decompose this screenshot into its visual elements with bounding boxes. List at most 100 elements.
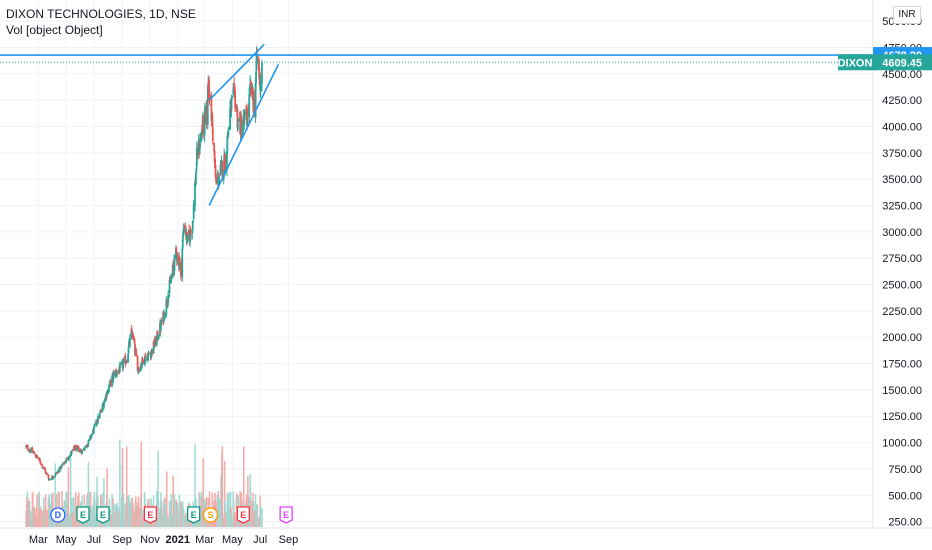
volume-bar bbox=[166, 471, 168, 527]
candle-body bbox=[144, 357, 147, 361]
symbol-title[interactable]: DIXON TECHNOLOGIES, 1D, NSE bbox=[6, 7, 196, 21]
candle-body bbox=[240, 119, 243, 136]
candle-body bbox=[111, 375, 114, 387]
candle-body bbox=[101, 404, 104, 411]
candle-body bbox=[98, 412, 101, 418]
candle-body bbox=[203, 111, 206, 136]
candle-body bbox=[255, 71, 257, 84]
volume-bar bbox=[39, 506, 42, 527]
volume-bar bbox=[250, 500, 252, 527]
volume-bar bbox=[231, 517, 233, 527]
volume-bar bbox=[141, 516, 144, 527]
volume-bar bbox=[234, 514, 236, 527]
volume-bar bbox=[183, 516, 185, 527]
volume-bar bbox=[129, 502, 131, 527]
candle-body bbox=[183, 226, 185, 228]
volume-bar bbox=[110, 514, 112, 527]
candle-body bbox=[103, 400, 106, 404]
candle-body bbox=[175, 253, 178, 261]
candle-body bbox=[194, 182, 196, 207]
candle-body bbox=[206, 85, 209, 126]
candle-body bbox=[114, 370, 117, 377]
candle-body bbox=[76, 446, 78, 451]
candle-body bbox=[182, 228, 185, 234]
volume-bar bbox=[116, 502, 118, 527]
chart-legend: DIXON TECHNOLOGIES, 1D, NSE Vol [object … bbox=[6, 6, 196, 38]
candle-body bbox=[108, 385, 110, 393]
candle-body bbox=[31, 447, 34, 453]
volume-bar bbox=[180, 501, 182, 527]
candle-body bbox=[239, 114, 242, 136]
volume-legend[interactable]: Vol [object Object] bbox=[6, 23, 103, 37]
currency-badge[interactable]: INR bbox=[893, 6, 921, 24]
volume-bar bbox=[44, 494, 47, 527]
event-marker-e: E bbox=[96, 506, 110, 524]
candle-body bbox=[41, 463, 43, 465]
price-tick-label: 2500.00 bbox=[882, 280, 922, 292]
volume-bar bbox=[164, 503, 166, 527]
volume-bar bbox=[261, 507, 263, 527]
candle-body bbox=[54, 475, 57, 477]
candle-body bbox=[213, 150, 216, 163]
candle-body bbox=[62, 462, 64, 465]
event-letter: E bbox=[240, 510, 246, 520]
candle-body bbox=[192, 204, 195, 219]
price-tick-label: 250.00 bbox=[888, 517, 922, 529]
price-tick-label: 2000.00 bbox=[882, 332, 922, 344]
volume-bar bbox=[173, 494, 176, 527]
candle-body bbox=[30, 448, 32, 453]
candle-body bbox=[33, 451, 36, 455]
candlesticks bbox=[25, 46, 263, 481]
candle-body bbox=[122, 363, 124, 369]
volume-bar bbox=[256, 504, 259, 527]
candle-body bbox=[155, 336, 158, 345]
drawings[interactable] bbox=[0, 43, 873, 206]
event-badge bbox=[96, 506, 110, 524]
candle-body bbox=[55, 472, 58, 474]
price-tick-label: 4000.00 bbox=[882, 122, 922, 134]
candle-body bbox=[229, 107, 231, 130]
candle-body bbox=[93, 424, 96, 426]
candle-body bbox=[213, 143, 216, 152]
candle-body bbox=[130, 328, 133, 332]
candle-body bbox=[220, 161, 223, 163]
volume-bar bbox=[223, 460, 226, 527]
volume-bar bbox=[132, 503, 134, 527]
candle-body bbox=[74, 445, 77, 451]
volume-bar bbox=[243, 446, 245, 527]
price-tick-label: 3750.00 bbox=[882, 148, 922, 160]
trend-line-lower bbox=[208, 63, 280, 206]
volume-bar bbox=[121, 448, 124, 527]
candle-body bbox=[202, 115, 205, 133]
volume-bar bbox=[43, 497, 45, 527]
candle-body bbox=[36, 456, 39, 459]
candle-body bbox=[132, 334, 134, 338]
volume-bar bbox=[218, 497, 220, 527]
volume-bar bbox=[93, 491, 96, 527]
time-axis[interactable]: Mar May Jul Sep Nov 2021 Mar May Jul Sep bbox=[29, 534, 298, 546]
candle-body bbox=[39, 462, 42, 464]
candle-body bbox=[42, 467, 45, 469]
candle-body bbox=[84, 445, 87, 448]
price-tags: 4678.20DIXON4609.45 bbox=[838, 47, 932, 71]
candle-body bbox=[191, 220, 194, 230]
event-marker-e: E bbox=[279, 506, 293, 524]
candle-body bbox=[192, 220, 195, 222]
candle-body bbox=[148, 353, 150, 355]
trend-line-upper bbox=[208, 43, 265, 101]
candle-body bbox=[57, 470, 60, 472]
candle-body bbox=[138, 369, 141, 372]
candle-body bbox=[199, 138, 201, 149]
time-tick-label: 2021 bbox=[165, 534, 189, 546]
candle-body bbox=[214, 164, 217, 177]
volume-bar bbox=[38, 491, 40, 527]
candle-body bbox=[97, 415, 99, 423]
volume-bar bbox=[253, 510, 255, 527]
candle-body bbox=[52, 477, 55, 479]
candle-body bbox=[67, 457, 69, 460]
candle-body bbox=[90, 434, 93, 437]
volume-bar bbox=[106, 468, 108, 527]
event-badge bbox=[279, 506, 293, 524]
